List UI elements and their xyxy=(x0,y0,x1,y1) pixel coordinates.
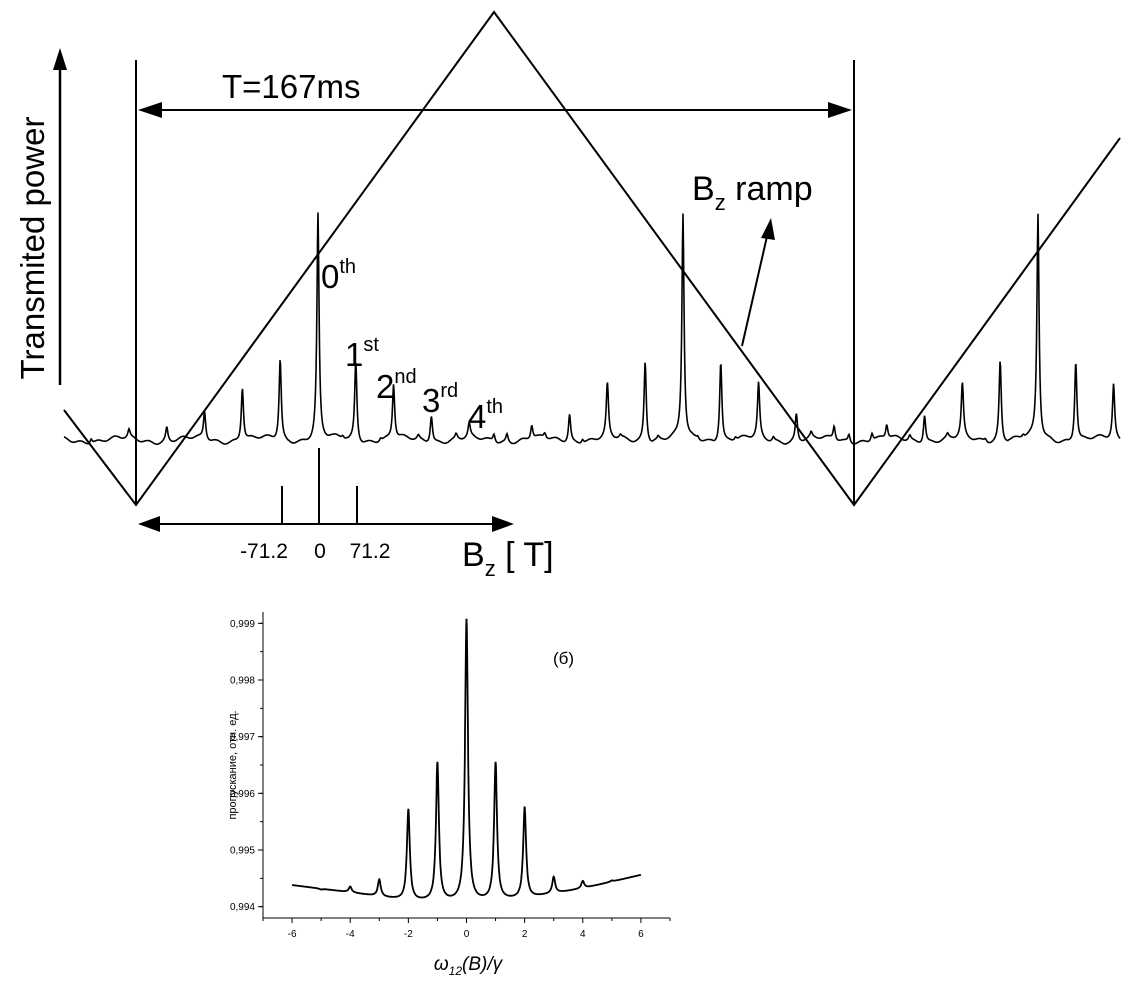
y-tick-label: 0,999 xyxy=(230,619,255,630)
order-label-2-base: 2 xyxy=(376,368,394,405)
chart-panel-label: (б) xyxy=(553,649,574,668)
chart-series-line xyxy=(291,618,642,899)
ramp-label-rest: ramp xyxy=(726,170,813,208)
bz-tick-label-zero: 0 xyxy=(314,540,326,563)
order-label-1-base: 1 xyxy=(345,336,363,373)
order-label-1: 1st xyxy=(345,334,379,373)
order-label-2-sup: nd xyxy=(394,366,416,388)
ramp-label: Bz ramp xyxy=(692,170,813,215)
bz-axis-arrowhead-left xyxy=(138,516,160,532)
order-label-0: 0th xyxy=(321,256,356,295)
y-tick-label: 0,997 xyxy=(230,732,255,743)
chart-peak-point xyxy=(436,762,439,765)
order-label-4-base: 4 xyxy=(468,398,486,435)
x-tick-label: -2 xyxy=(404,929,413,940)
order-label-1-sup: st xyxy=(363,334,379,356)
ramp-pointer-line xyxy=(741,231,769,347)
top-figure: Transmited power T=167ms Bz ramp 0th 1st… xyxy=(14,10,1121,581)
order-label-4: 4th xyxy=(468,396,503,435)
order-label-4-sup: th xyxy=(486,396,503,418)
y-tick-label: 0,998 xyxy=(230,676,255,687)
x-tick-label: -4 xyxy=(346,929,355,940)
bz-ramp-line xyxy=(63,10,1121,507)
chart-peak-point xyxy=(349,885,352,888)
ramp-pointer-arrowhead xyxy=(761,218,775,240)
chart-peak-point xyxy=(407,808,410,811)
chart-peak-point xyxy=(465,618,468,621)
bz-tick-label-minus: -71.2 xyxy=(240,540,288,563)
bz-axis-arrowhead-right xyxy=(492,516,514,532)
chart-xlabel: ω12(B)/γ xyxy=(434,954,504,978)
x-tick-label: 2 xyxy=(522,929,528,940)
order-label-3-base: 3 xyxy=(422,382,440,419)
bz-axis-label: Bz [ T] xyxy=(462,536,554,581)
period-label: T=167ms xyxy=(222,68,360,105)
chart-xlabel-main: ω xyxy=(434,954,449,975)
x-tick-label: 6 xyxy=(638,929,644,940)
chart-peak-point xyxy=(320,888,323,891)
chart-peak-point xyxy=(581,880,584,883)
x-tick-label: 0 xyxy=(464,929,470,940)
chart-ylabel: пропускание, отн. ед. xyxy=(227,710,239,819)
chart-peak-point xyxy=(610,879,613,882)
chart-peak-point xyxy=(494,762,497,765)
transmission-trace xyxy=(63,212,1121,445)
x-tick-label: 4 xyxy=(580,929,586,940)
order-label-3: 3rd xyxy=(422,380,458,419)
order-label-0-base: 0 xyxy=(321,258,339,295)
ramp-label-sub: z xyxy=(715,190,726,215)
y-axis-arrowhead xyxy=(53,48,67,70)
y-tick-label: 0,996 xyxy=(230,789,255,800)
period-arrowhead-right xyxy=(828,102,852,118)
top-ylabel: Transmited power xyxy=(14,117,51,380)
chart-peak-point xyxy=(378,879,381,882)
y-tick-label: 0,994 xyxy=(230,902,255,913)
bz-axis-label-main: B xyxy=(462,536,485,574)
chart-peak-point xyxy=(523,806,526,809)
period-arrowhead-left xyxy=(138,102,162,118)
order-label-0-sup: th xyxy=(339,256,356,278)
bz-axis-label-sub: z xyxy=(485,556,496,581)
order-label-2: 2nd xyxy=(376,366,417,405)
bz-tick-label-plus: 71.2 xyxy=(350,540,391,563)
bottom-chart: 0,994 0,995 0,996 0,997 0,998 0,999 -6 -4 -2 0 2 4… xyxy=(227,612,671,978)
y-tick-label: 0,995 xyxy=(230,846,255,857)
x-tick-label: -6 xyxy=(288,929,297,940)
bz-axis-label-rest: [ T] xyxy=(496,536,554,574)
chart-peak-point xyxy=(552,876,555,879)
order-label-3-sup: rd xyxy=(440,380,458,402)
chart-xlabel-rest: (B)/γ xyxy=(462,954,504,975)
ramp-label-main: B xyxy=(692,170,715,208)
chart-xlabel-sub: 12 xyxy=(449,964,463,978)
